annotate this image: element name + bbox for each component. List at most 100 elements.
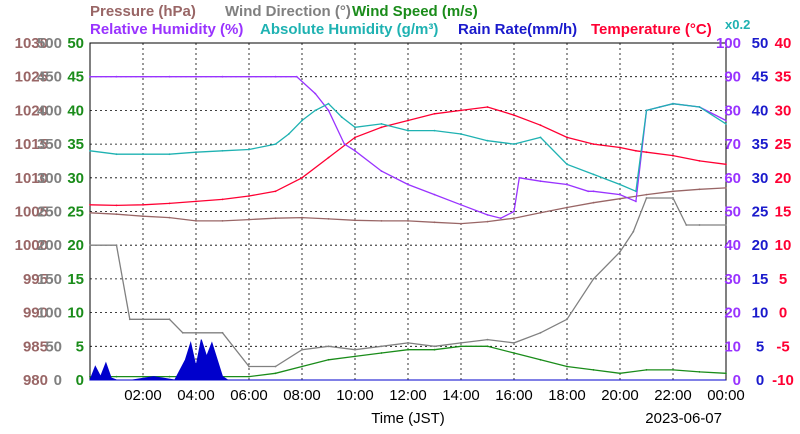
series-wind-speed-m-s-point	[645, 369, 648, 371]
series-relative-humidity-point	[343, 143, 346, 146]
y-tick-label: 1025	[15, 69, 48, 86]
series-pressure-hpa-point	[327, 218, 330, 220]
series-temperature-c-point	[486, 106, 489, 108]
series-temperature-c-point	[698, 160, 701, 162]
x-tick-label: 14:00	[442, 387, 480, 404]
series-absolute-humidity-g-m-point	[645, 109, 648, 112]
series-pressure-hpa-point	[301, 216, 303, 219]
series-temperature-c-point	[619, 146, 621, 149]
series-temperature-c-point	[635, 149, 637, 152]
x-tick-label: 06:00	[230, 387, 268, 404]
series-relative-humidity-point	[89, 75, 91, 78]
series-temperature-c-point	[195, 200, 197, 203]
series-wind-speed-m-s-point	[698, 371, 701, 373]
series-wind-direction-point	[115, 244, 118, 247]
series-pressure-hpa-point	[248, 218, 250, 221]
series-wind-direction-point	[645, 197, 648, 199]
series-absolute-humidity-g-m-point	[301, 119, 303, 122]
series-pressure-hpa-point	[221, 220, 224, 222]
series-relative-humidity-point	[295, 75, 298, 78]
y-tick-label: 20	[752, 237, 769, 254]
series-temperature-c-point	[592, 143, 595, 146]
y-tick-label: 35	[775, 69, 792, 86]
series-wind-speed-m-s-point	[301, 365, 303, 368]
series-pressure-hpa-point	[645, 193, 648, 196]
series-absolute-humidity-g-m-point	[566, 163, 568, 166]
series-wind-speed-m-s-point	[89, 375, 91, 378]
series-wind-direction-point	[195, 331, 197, 334]
series-temperature-c-point	[89, 203, 91, 206]
y-tick-label: 0	[76, 372, 84, 389]
series-temperature-c-point	[433, 112, 436, 115]
y-tick-label: 1000	[15, 237, 48, 254]
series-pressure-hpa-point	[539, 211, 542, 214]
series-absolute-humidity-g-m-point	[314, 109, 317, 112]
y-tick-label: 15	[752, 271, 769, 288]
series-absolute-humidity-g-m-point	[354, 126, 356, 129]
series-pressure-hpa-point	[486, 220, 489, 223]
series-absolute-humidity-g-m-point	[433, 129, 436, 132]
legend-label: Relative Humidity (%)	[90, 21, 243, 38]
series-absolute-humidity-g-m-point	[340, 116, 343, 118]
y-tick-label: 1005	[15, 204, 48, 221]
series-wind-direction-point	[221, 331, 224, 334]
series-absolute-humidity-g-m-point	[698, 106, 701, 108]
series-wind-direction-point	[181, 331, 184, 334]
series-wind-direction-point	[672, 197, 674, 199]
series-temperature-c-point	[645, 151, 648, 154]
series-wind-speed-m-s-point	[619, 372, 621, 375]
y-tick-label: 50	[724, 204, 741, 221]
title-row: Pressure (hPa) Wind Direction (°) Wind Spe…	[90, 3, 750, 38]
series-relative-humidity-point	[115, 75, 118, 78]
series-wind-speed-m-s-point	[142, 375, 144, 378]
series-wind-direction-point	[274, 365, 277, 368]
series-wind-speed-m-s-point	[672, 369, 674, 371]
y-tick-label: 1030	[15, 35, 48, 52]
series-relative-humidity-point	[566, 183, 568, 186]
series-wind-direction-point	[89, 244, 91, 247]
series-absolute-humidity-g-m-point	[725, 123, 727, 125]
series-wind-direction-point	[301, 348, 303, 351]
series-relative-humidity-point	[499, 217, 502, 220]
y-tick-label: 10	[775, 237, 792, 254]
series-wind-direction-point	[619, 251, 621, 253]
series-relative-humidity-point	[354, 149, 356, 152]
series-pressure-hpa-point	[115, 213, 118, 216]
series-temperature-c-point	[672, 154, 674, 157]
series-relative-humidity-point	[314, 92, 317, 95]
series-temperature-c-point	[248, 195, 250, 197]
series-wind-speed-m-s-point	[115, 375, 118, 378]
series-pressure-hpa-point	[592, 201, 595, 204]
y-tick-label: 250	[37, 204, 62, 221]
series-wind-direction-point	[380, 345, 383, 348]
series-pressure-hpa-point	[354, 219, 356, 222]
series-absolute-humidity-g-m-point	[407, 129, 409, 132]
y-tick-label: 35	[67, 136, 84, 153]
y-tick-label: 150	[37, 271, 62, 288]
x-tick-label: 02:00	[124, 387, 162, 404]
series-absolute-humidity-g-m-point	[539, 136, 542, 139]
series-relative-humidity-point	[619, 193, 621, 196]
series-pressure-hpa-point	[725, 187, 727, 189]
series-pressure-hpa-point	[89, 211, 91, 214]
series-wind-direction-point	[327, 345, 330, 348]
series-wind-direction-point	[460, 342, 462, 344]
y-tick-label: 80	[724, 102, 741, 119]
series-temperature-c-point	[407, 119, 409, 122]
y-tick-label: 20	[775, 170, 792, 187]
series-wind-direction-point	[698, 224, 701, 226]
series-temperature-c-point	[115, 204, 118, 207]
series-absolute-humidity-g-m-point	[221, 149, 224, 152]
series-relative-humidity-point	[587, 190, 590, 193]
series-temperature-c-point	[274, 190, 277, 193]
x-axis: 02:00 04:00 06:00 08:00 10:00 12:00 14:00 16:00…	[124, 387, 745, 427]
series-wind-direction-point	[685, 224, 688, 226]
y-tick-label: 60	[724, 170, 741, 187]
series-pressure-hpa-point	[672, 190, 674, 193]
y-tick-label: 5	[756, 338, 764, 355]
series-wind-speed-m-s-point	[566, 365, 568, 368]
y-tick-label: 450	[37, 69, 62, 86]
series-temperature-c-point	[539, 124, 542, 127]
series-absolute-humidity-g-m-point	[195, 151, 197, 154]
legend-label: Temperature (°C)	[591, 21, 712, 38]
